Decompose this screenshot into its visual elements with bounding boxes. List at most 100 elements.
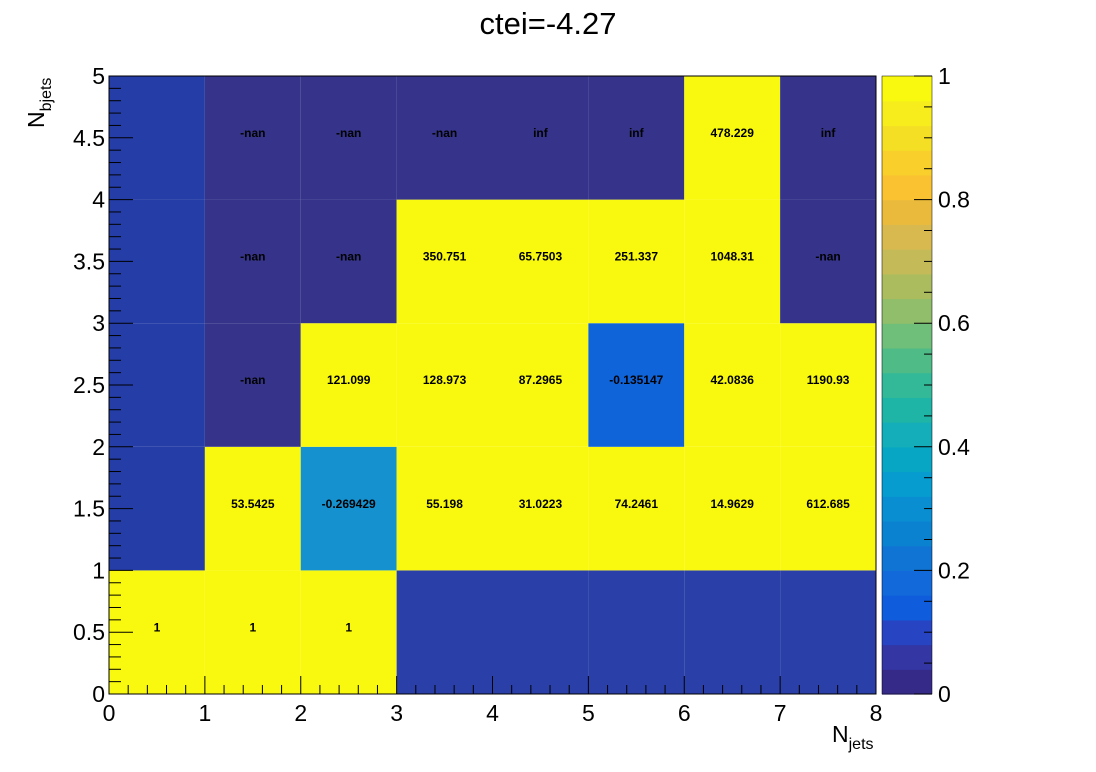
colorbar-segment (882, 76, 932, 102)
heatmap-cell (300, 570, 397, 694)
x-tick-label: 1 (198, 700, 211, 726)
cell-value-label: 128.973 (423, 373, 467, 387)
heatmap-cell (492, 76, 589, 200)
heatmap-cell (396, 446, 493, 571)
x-tick-label: 4 (486, 700, 499, 726)
heatmap-cell (588, 446, 685, 571)
cell-value-label: -0.135147 (609, 373, 663, 387)
colorbar-tick-label: 0 (938, 681, 951, 707)
colorbar-segment (882, 224, 932, 250)
colorbar-tick-label: 0.6 (938, 310, 970, 336)
x-tick-label: 0 (103, 700, 116, 726)
cell-value-label: -nan (336, 126, 361, 140)
cell-value-label: 1 (154, 620, 161, 634)
cell-value-label: -nan (240, 373, 265, 387)
colorbar-segment (882, 422, 932, 448)
heatmap-cell (684, 199, 781, 324)
colorbar-segment (882, 273, 932, 300)
heatmap-cell (780, 323, 876, 447)
y-tick-label: 3.5 (73, 248, 105, 274)
colorbar-axis: 0 0.2 0.4 0.6 0.8 1 (914, 63, 970, 707)
cell-value-label: -nan (815, 250, 840, 264)
x-tick-label: 7 (774, 700, 787, 726)
y-axis-label: Nbjets (23, 78, 55, 128)
heatmap-cell (684, 570, 781, 694)
colorbar-segment (882, 323, 932, 349)
colorbar-tick-label: 0.4 (938, 434, 970, 460)
cell-value-label: 251.337 (615, 250, 659, 264)
y-tick-label: 5 (92, 63, 105, 89)
cell-value-label: 612.685 (806, 497, 850, 511)
x-axis-label: Njets (832, 721, 874, 753)
heatmap-cell (780, 446, 876, 571)
heatmap-cell (492, 323, 589, 447)
cell-value-label: 478.229 (710, 126, 754, 140)
heatmap-cells (109, 76, 876, 694)
heatmap-cell (492, 446, 589, 571)
cell-value-label: 65.7503 (519, 250, 563, 264)
heatmap-cell (300, 199, 397, 324)
cell-value-label: inf (629, 126, 645, 140)
heatmap-cell (300, 76, 397, 200)
cell-value-label: 121.099 (327, 373, 371, 387)
cell-value-label: 53.5425 (231, 497, 275, 511)
colorbar-segment (882, 669, 932, 695)
y-axis: 0 0.5 1 1.5 2 2.5 3 3.5 4 4.5 5 (73, 63, 133, 707)
cell-value-label: 31.0223 (519, 497, 563, 511)
colorbar-segment (882, 150, 932, 176)
heatmap-cell (780, 570, 876, 694)
heatmap-cell (588, 570, 685, 694)
colorbar-tick-label: 0.8 (938, 187, 970, 213)
heatmap-cell (396, 570, 493, 694)
colorbar-segment (882, 644, 932, 670)
cell-value-label: 55.198 (426, 497, 463, 511)
cell-value-label: 350.751 (423, 250, 467, 264)
heatmap-cell (684, 76, 781, 200)
heatmap-cell (780, 199, 876, 324)
colorbar-segment (882, 595, 932, 621)
cell-value-label: -nan (432, 126, 457, 140)
colorbar-segment (882, 347, 932, 374)
colorbar-segment (882, 496, 932, 522)
heatmap-cell (684, 323, 781, 447)
cell-value-label: -nan (336, 250, 361, 264)
heatmap-cell (588, 323, 685, 447)
heatmap-cell (300, 446, 397, 571)
colorbar-segment (882, 100, 932, 127)
x-axis: 0 1 2 3 4 5 6 7 8 (103, 676, 882, 726)
heatmap-cell (204, 323, 301, 447)
cell-value-label: inf (533, 126, 549, 140)
y-tick-label: 4 (92, 187, 105, 213)
colorbar-segment (882, 199, 932, 225)
cell-value-label: 1048.31 (710, 250, 754, 264)
chart-title: ctei=-4.27 (479, 6, 617, 41)
colorbar-segment (882, 619, 932, 646)
colorbar-tick-label: 0.2 (938, 557, 970, 583)
colorbar-segment (882, 520, 932, 547)
colorbar-segment (882, 125, 932, 151)
heatmap-cell (396, 199, 493, 324)
x-tick-label: 3 (390, 700, 403, 726)
colorbar-segment (882, 249, 932, 275)
heatmap-cell (396, 323, 493, 447)
y-tick-label: 4.5 (73, 125, 105, 151)
colorbar-segment (882, 471, 932, 497)
heatmap-cell (780, 76, 876, 200)
cell-value-label: -nan (240, 126, 265, 140)
colorbar-segment (882, 298, 932, 324)
cell-value-label: 87.2965 (519, 373, 563, 387)
cell-value-label: inf (821, 126, 837, 140)
y-tick-label: 2.5 (73, 372, 105, 398)
colorbar-segment (882, 174, 932, 201)
heatmap-cell (492, 199, 589, 324)
cell-value-label: 42.0836 (710, 373, 754, 387)
heatmap-cell (684, 446, 781, 571)
heatmap-cell (396, 76, 493, 200)
cell-value-label: -nan (240, 250, 265, 264)
cell-value-label: 14.9629 (710, 497, 754, 511)
colorbar-segment (882, 545, 932, 571)
y-tick-label: 0 (92, 681, 105, 707)
colorbar-segment (882, 372, 932, 398)
heatmap-cell (588, 76, 685, 200)
